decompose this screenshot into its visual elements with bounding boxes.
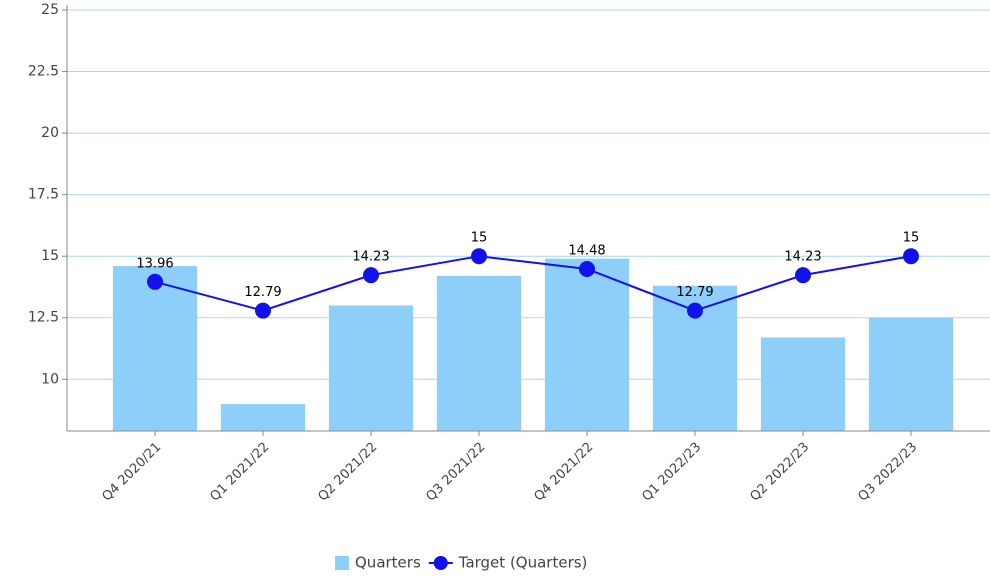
data-label: 13.96 bbox=[136, 256, 173, 271]
x-tick-label: Q4 2021/22 bbox=[531, 440, 596, 505]
bar bbox=[868, 317, 954, 431]
bar bbox=[328, 305, 414, 431]
x-tick-label: Q3 2022/23 bbox=[855, 440, 920, 505]
y-tick-label: 12.5 bbox=[28, 310, 59, 326]
y-tick-label: 25 bbox=[41, 2, 59, 18]
x-tick-label: Q1 2021/22 bbox=[207, 440, 272, 505]
bar bbox=[760, 337, 846, 431]
marker bbox=[471, 248, 487, 265]
x-tick-label: Q4 2020/21 bbox=[99, 440, 164, 505]
marker bbox=[795, 267, 811, 284]
marker bbox=[363, 267, 379, 284]
bar bbox=[436, 275, 522, 431]
y-tick-label: 15 bbox=[41, 248, 59, 264]
bar bbox=[112, 266, 198, 431]
legend-swatch bbox=[335, 556, 349, 570]
data-label: 12.79 bbox=[244, 285, 281, 300]
marker bbox=[147, 273, 163, 290]
marker bbox=[255, 302, 271, 319]
x-tick-label: Q1 2022/23 bbox=[639, 440, 704, 505]
y-tick-label: 22.5 bbox=[28, 64, 59, 80]
marker bbox=[903, 248, 919, 265]
data-label: 14.23 bbox=[352, 250, 389, 265]
legend-swatch bbox=[433, 556, 448, 570]
line bbox=[154, 255, 912, 312]
data-label: 15 bbox=[471, 231, 488, 246]
x-tick-label: Q2 2021/22 bbox=[315, 440, 380, 505]
data-label: 14.23 bbox=[784, 250, 821, 265]
marker bbox=[579, 261, 595, 278]
bar bbox=[220, 403, 306, 431]
x-tick-label: Q2 2022/23 bbox=[747, 440, 812, 505]
marker bbox=[687, 302, 703, 319]
y-tick-label: 17.5 bbox=[28, 187, 59, 203]
y-tick-label: 10 bbox=[41, 371, 59, 387]
data-label: 15 bbox=[903, 231, 920, 246]
bar bbox=[544, 258, 630, 431]
legend-label: Quarters bbox=[355, 554, 421, 572]
legend-label: Target (Quarters) bbox=[458, 554, 588, 572]
y-tick-label: 20 bbox=[41, 125, 59, 141]
legend: Quarters Target (Quarters) bbox=[335, 554, 587, 572]
data-label: 12.79 bbox=[676, 285, 713, 300]
data-label: 14.48 bbox=[568, 244, 605, 259]
x-tick-label: Q3 2021/22 bbox=[423, 440, 488, 505]
